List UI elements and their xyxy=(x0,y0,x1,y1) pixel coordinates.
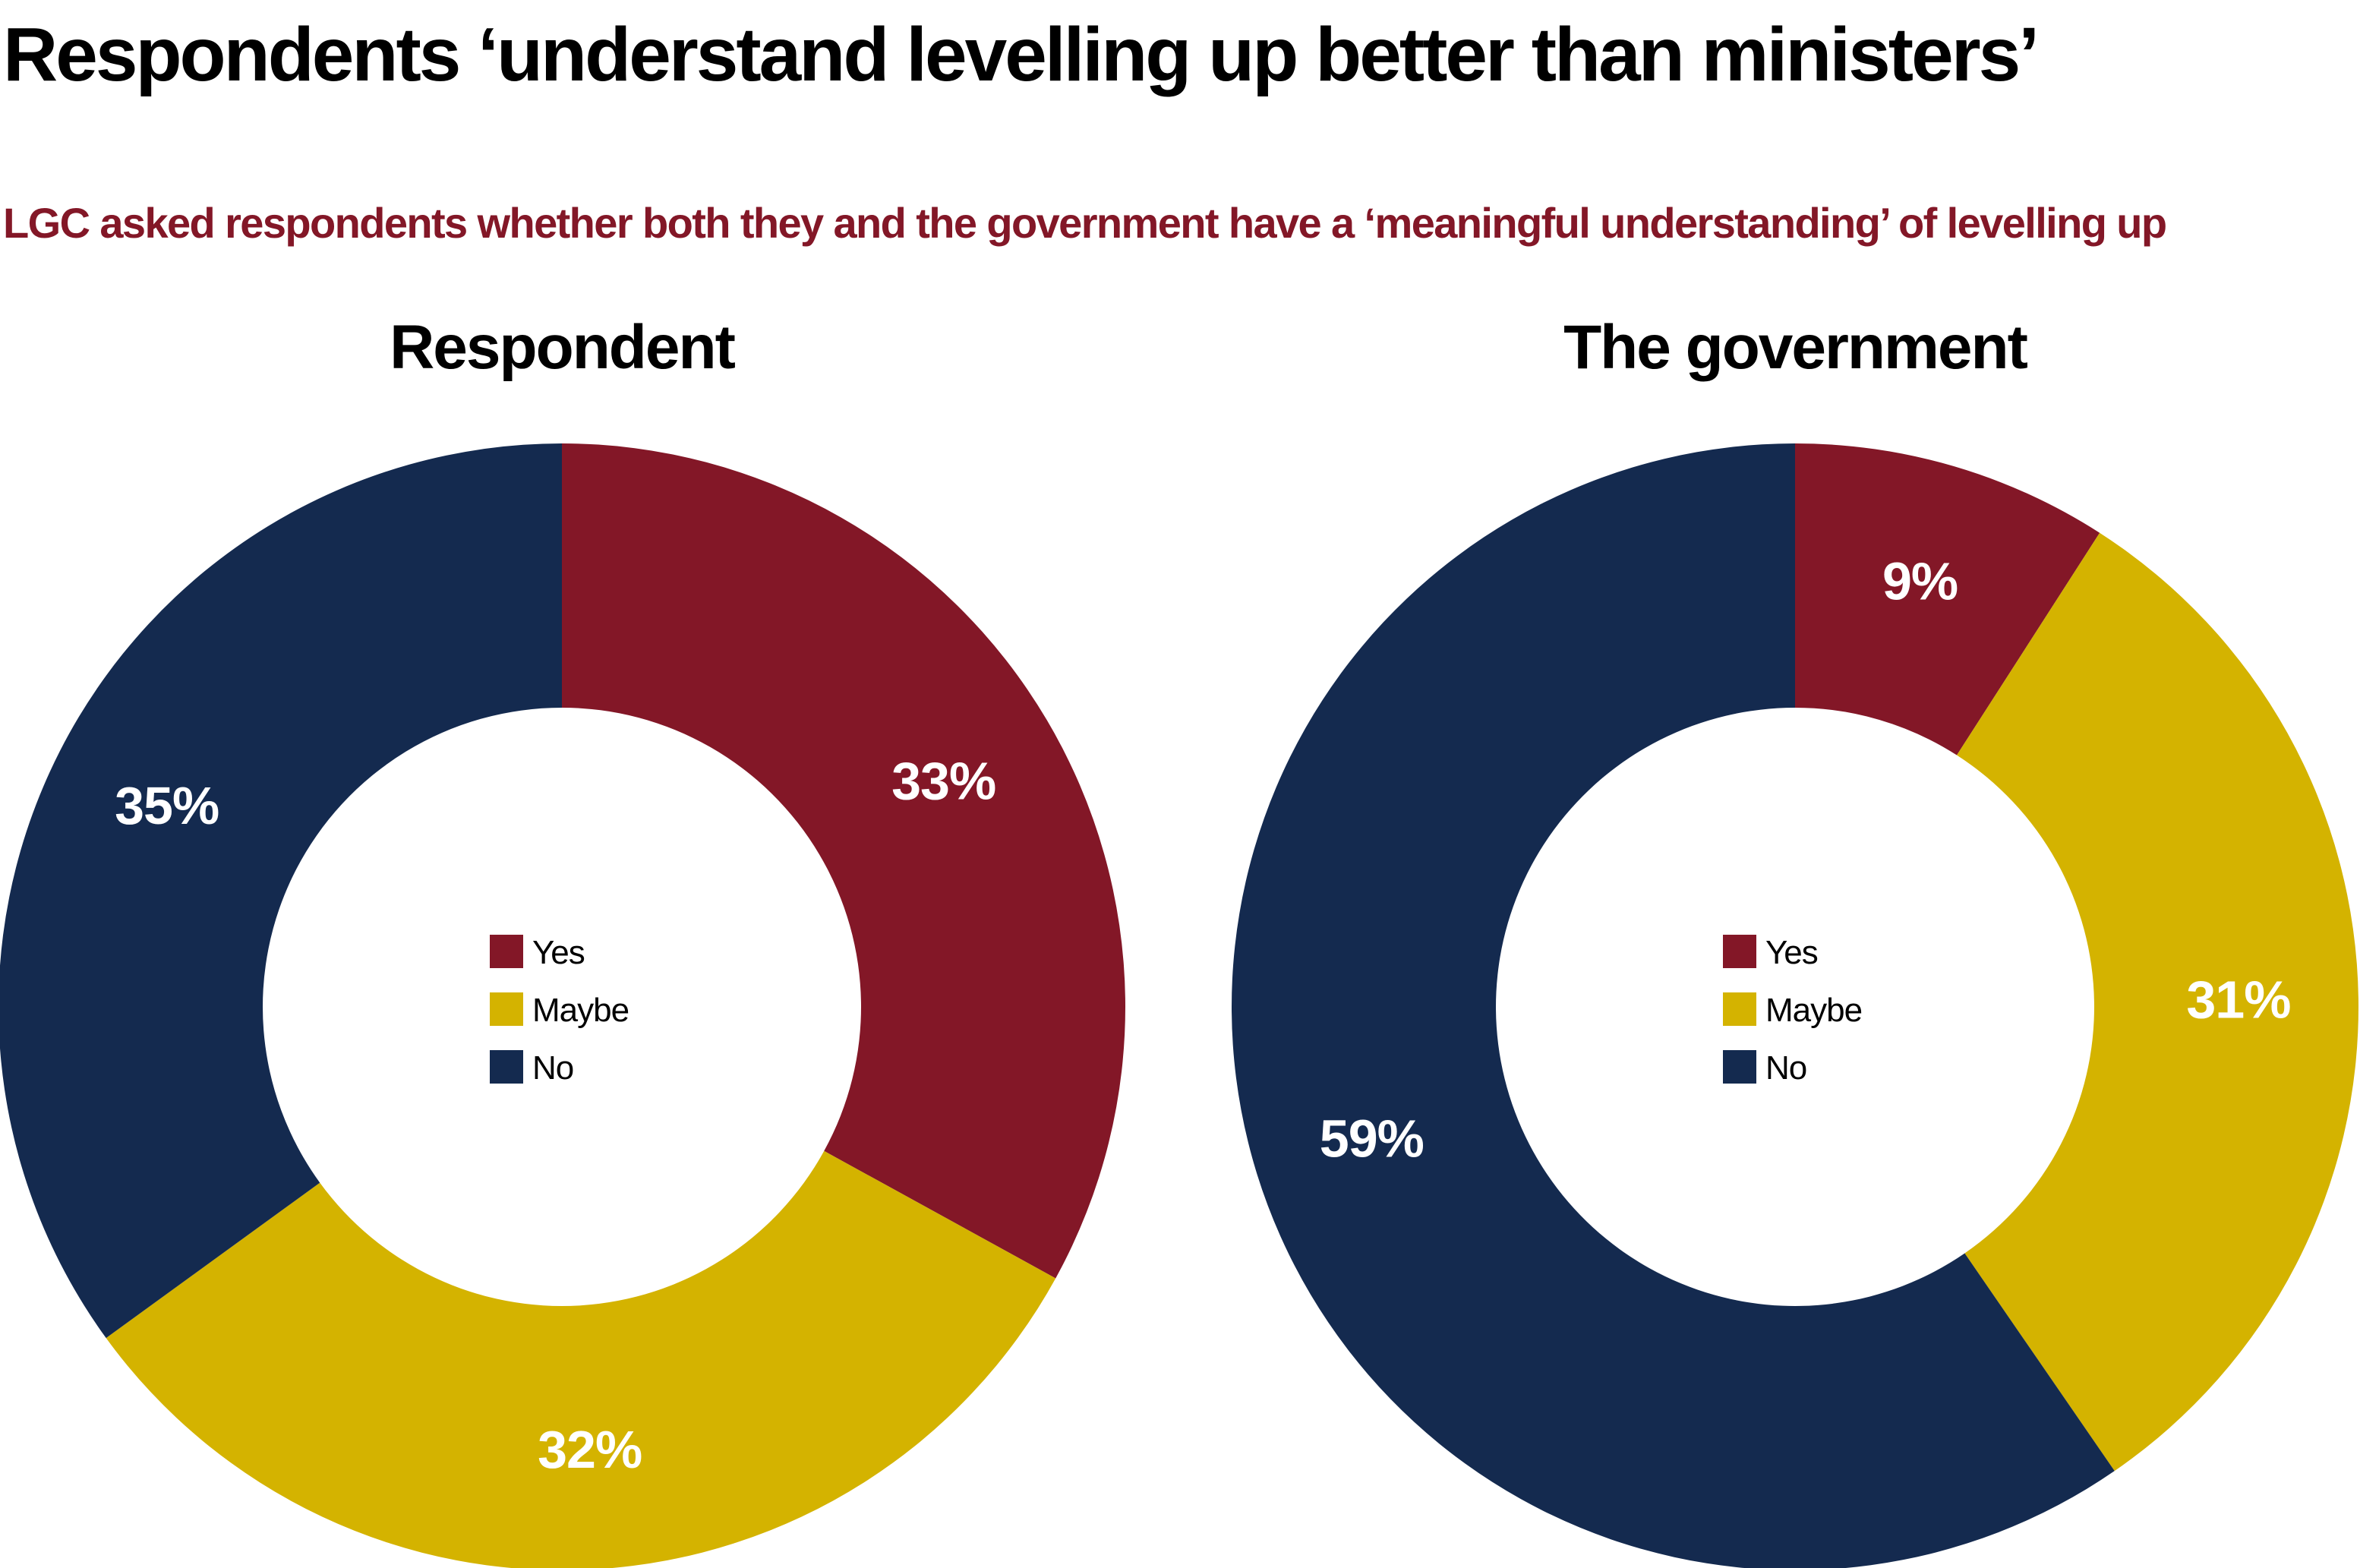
slice-label-maybe: 32% xyxy=(538,1420,642,1479)
slice-label-maybe: 31% xyxy=(2186,970,2290,1030)
legend-label-yes: Yes xyxy=(1765,934,1818,971)
slice-no xyxy=(1232,443,2115,1568)
legend-label-yes: Yes xyxy=(532,934,585,971)
slice-label-yes: 33% xyxy=(891,752,995,811)
legend-swatch-maybe xyxy=(1723,992,1756,1026)
legend-label-maybe: Maybe xyxy=(532,992,629,1029)
legend-label-maybe: Maybe xyxy=(1765,992,1862,1029)
legend-label-no: No xyxy=(532,1049,573,1087)
legend-swatch-maybe xyxy=(490,992,523,1026)
slice-maybe xyxy=(106,1150,1056,1568)
legend-swatch-yes xyxy=(490,935,523,968)
legend-swatch-no xyxy=(490,1050,523,1084)
chart-title-respondent: Respondent xyxy=(390,313,735,382)
legend-swatch-no xyxy=(1723,1050,1756,1084)
page-subtitle: LGC asked respondents whether both they … xyxy=(3,199,2167,247)
respondent-donut-chart: Respondent 33% 32% 35% Yes Maybe No xyxy=(0,313,1125,1568)
legend-label-no: No xyxy=(1765,1049,1806,1087)
chart-title-government: The government xyxy=(1563,313,2028,382)
slice-label-no: 59% xyxy=(1320,1109,1424,1168)
page-title: Respondents ‘understand levelling up bet… xyxy=(3,12,2040,97)
slice-label-yes: 9% xyxy=(1882,552,1958,611)
slice-maybe xyxy=(1957,532,2358,1472)
slice-yes xyxy=(562,443,1125,1279)
legend-swatch-yes xyxy=(1723,935,1756,968)
government-donut-chart: The government 9% 31% 59% Yes Maybe No xyxy=(1232,313,2358,1568)
slice-no xyxy=(0,443,562,1339)
slice-yes xyxy=(1795,443,2100,756)
slice-label-no: 35% xyxy=(115,776,219,835)
